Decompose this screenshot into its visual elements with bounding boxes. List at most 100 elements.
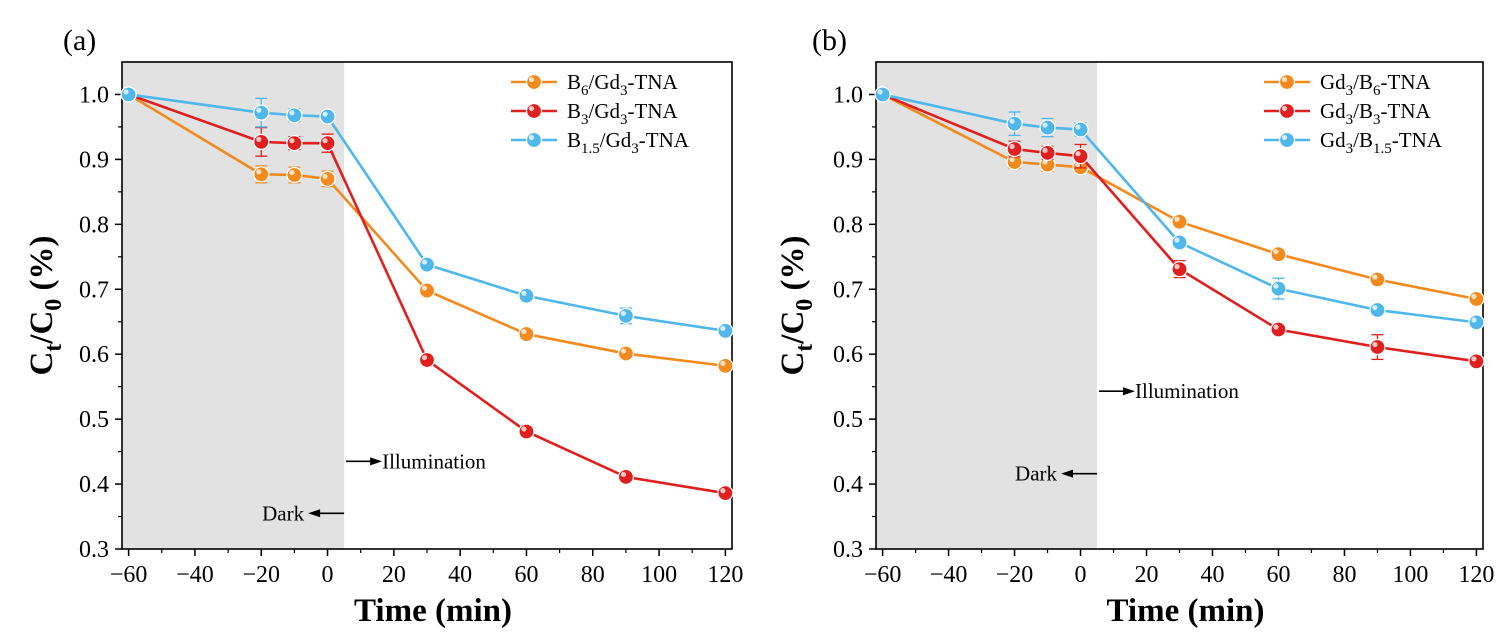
dark-label: Dark bbox=[1015, 462, 1057, 486]
dark-annotation: Dark bbox=[1015, 462, 1098, 486]
marker bbox=[286, 135, 303, 152]
marker bbox=[518, 325, 535, 343]
marker-highlight bbox=[620, 310, 627, 316]
marker bbox=[1369, 338, 1386, 356]
marker-highlight bbox=[877, 89, 883, 95]
legend-label: B3/Gd3-TNA bbox=[567, 99, 679, 128]
illumination-label: Illumination bbox=[382, 449, 486, 473]
data-point bbox=[418, 256, 436, 273]
marker bbox=[717, 485, 734, 502]
x-tick-label: 80 bbox=[1332, 562, 1356, 588]
illumination-annotation: Illumination bbox=[1099, 379, 1239, 403]
data-point bbox=[1270, 321, 1287, 338]
marker bbox=[286, 107, 303, 124]
data-point bbox=[286, 107, 303, 124]
marker bbox=[1369, 301, 1386, 319]
y-tick-label: 0.4 bbox=[833, 472, 863, 498]
legend-entry: Gd3/B3-TNA bbox=[1264, 99, 1432, 128]
marker-highlight bbox=[1174, 237, 1180, 243]
marker-highlight bbox=[521, 290, 527, 296]
marker-highlight bbox=[1372, 274, 1378, 280]
dark-arrow-head bbox=[1061, 469, 1074, 478]
marker bbox=[1006, 140, 1023, 158]
x-tick-label: 120 bbox=[1458, 562, 1494, 588]
marker bbox=[319, 135, 336, 152]
data-point bbox=[617, 468, 635, 486]
x-tick-label: 40 bbox=[1200, 562, 1224, 588]
data-point bbox=[518, 287, 535, 304]
dark-region bbox=[122, 62, 345, 549]
marker-highlight bbox=[421, 285, 428, 291]
data-point bbox=[1171, 261, 1188, 278]
x-tick-label: 100 bbox=[1392, 562, 1428, 588]
marker-highlight bbox=[289, 138, 295, 144]
illumination-label: Illumination bbox=[1135, 379, 1239, 403]
marker bbox=[617, 345, 635, 362]
marker-highlight bbox=[1042, 122, 1048, 128]
data-point bbox=[717, 485, 734, 502]
series-blue bbox=[120, 86, 734, 339]
x-tick-label: −20 bbox=[996, 562, 1034, 588]
marker bbox=[1468, 353, 1485, 370]
data-point bbox=[253, 166, 270, 183]
marker bbox=[319, 108, 336, 125]
marker bbox=[1039, 144, 1056, 162]
data-point bbox=[1072, 148, 1089, 165]
data-point bbox=[286, 135, 303, 152]
x-tick-label: 20 bbox=[382, 562, 406, 588]
y-tick-label: 0.3 bbox=[79, 537, 109, 563]
marker-highlight bbox=[256, 169, 262, 175]
legend-marker bbox=[525, 102, 543, 120]
marker bbox=[518, 423, 535, 440]
marker-highlight bbox=[1273, 283, 1279, 289]
x-tick-label: −40 bbox=[930, 562, 968, 588]
marker bbox=[1039, 119, 1056, 136]
x-tick-label: 80 bbox=[581, 562, 605, 588]
data-point bbox=[717, 322, 734, 339]
marker bbox=[1171, 261, 1188, 278]
marker-highlight bbox=[421, 354, 428, 361]
marker-highlight bbox=[1273, 249, 1279, 255]
x-tick-label: −40 bbox=[176, 562, 214, 588]
data-point bbox=[1468, 314, 1485, 331]
marker-highlight bbox=[720, 360, 726, 366]
legend-marker-highlight bbox=[528, 76, 535, 83]
x-tick-label: 60 bbox=[514, 562, 538, 588]
legend-marker-highlight bbox=[528, 134, 535, 141]
series-red bbox=[120, 86, 734, 502]
x-tick-label: 0 bbox=[322, 562, 334, 588]
marker-highlight bbox=[720, 325, 726, 331]
data-point bbox=[1468, 290, 1485, 308]
data-point bbox=[418, 282, 436, 299]
legend-marker-highlight bbox=[528, 105, 535, 112]
x-tick-label: −60 bbox=[110, 562, 148, 588]
series-blue bbox=[874, 86, 1485, 331]
y-tick-label: 0.4 bbox=[79, 472, 109, 498]
marker-highlight bbox=[1471, 293, 1477, 300]
data-point bbox=[1171, 213, 1188, 230]
data-point bbox=[1006, 115, 1023, 132]
marker bbox=[1072, 121, 1089, 138]
y-axis-title: Ct/C0 (%) bbox=[24, 235, 67, 375]
y-tick-label: 1.0 bbox=[79, 82, 109, 108]
marker-highlight bbox=[620, 471, 627, 478]
marker bbox=[518, 287, 535, 304]
data-point bbox=[1006, 140, 1023, 158]
marker-highlight bbox=[256, 136, 262, 142]
marker bbox=[1006, 115, 1023, 132]
data-point bbox=[253, 133, 270, 150]
legend-label: B6/Gd3-TNA bbox=[567, 70, 679, 99]
marker bbox=[418, 282, 436, 299]
marker-highlight bbox=[521, 328, 527, 335]
marker-highlight bbox=[421, 259, 428, 265]
marker bbox=[717, 322, 734, 339]
legend-marker bbox=[1278, 73, 1296, 91]
marker bbox=[253, 166, 270, 183]
marker bbox=[1270, 321, 1287, 338]
marker bbox=[1369, 271, 1386, 288]
x-tick-label: 100 bbox=[641, 562, 677, 588]
marker-highlight bbox=[620, 348, 627, 354]
legend-marker-highlight bbox=[1281, 76, 1288, 83]
legend-label: Gd3/B3-TNA bbox=[1320, 99, 1432, 128]
